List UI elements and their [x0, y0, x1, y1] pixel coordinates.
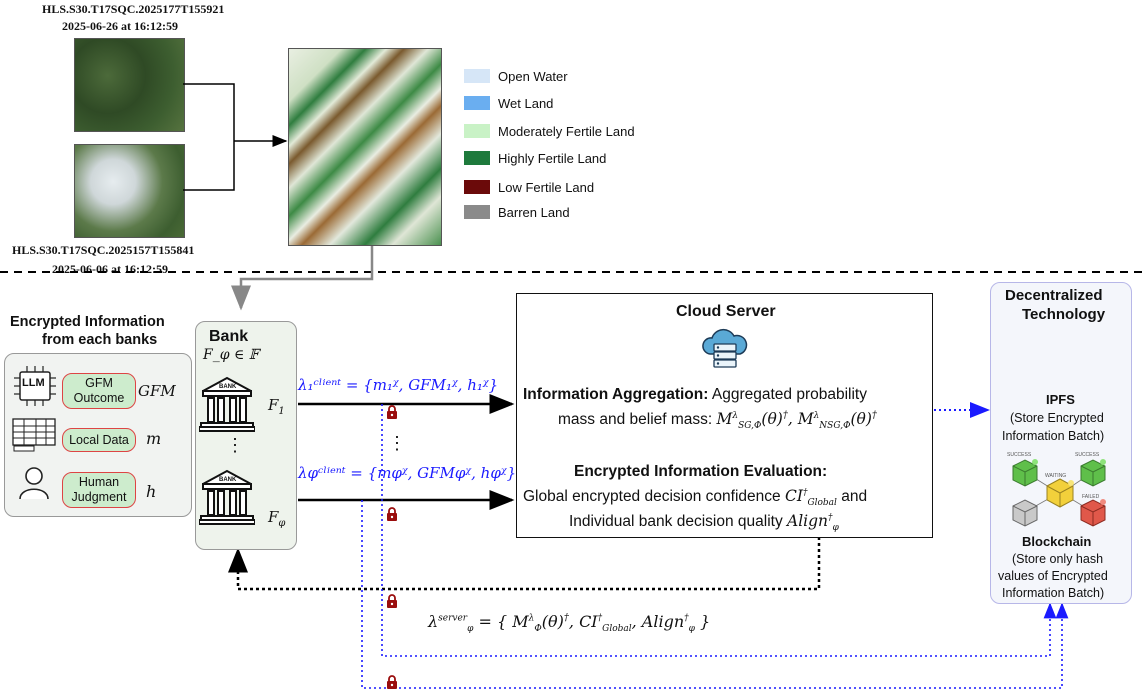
- bank-set-expr: F_φ ∈ 𝔽: [203, 347, 259, 363]
- blockchain-desc-3: Information Batch): [1002, 586, 1105, 600]
- aggregation-line-1: Information Aggregation: Aggregated prob…: [523, 386, 867, 403]
- ipfs-desc-1: (Store Encrypted: [1010, 411, 1104, 425]
- lock-icon: [385, 405, 399, 419]
- waiting-cube: [1046, 478, 1074, 508]
- bottom-image-id: HLS.S30.T17SQC.2025157T155841: [12, 243, 195, 257]
- legend-item-barren: Barren Land: [464, 204, 570, 220]
- gray-cube: [1012, 499, 1038, 527]
- aggregation-math: MλSG,Φ(θ)†, MλNSG,Φ(θ)†: [716, 410, 877, 432]
- gfm-symbol: GFM: [138, 382, 176, 400]
- bank-building-icon-2: [198, 468, 256, 526]
- top-image-connector: [183, 83, 235, 141]
- align-math: Align†φ: [787, 512, 839, 534]
- decentralized-title-1: Decentralized: [1005, 287, 1103, 304]
- lock-icon: [385, 594, 399, 608]
- bank-icon-label-2: BANK: [219, 477, 237, 483]
- blockchain-title: Blockchain: [1022, 534, 1092, 549]
- gfm-outcome-pill: GFM Outcome: [62, 373, 136, 409]
- server-message: λserverφ = { MλΦ(θ)†, CI†Global, Align†φ…: [428, 612, 711, 635]
- chain-label-failed: FAILED: [1082, 494, 1100, 500]
- lock-icon: [385, 675, 399, 689]
- land-classification-map: [288, 48, 442, 246]
- failed-cube: [1080, 499, 1106, 527]
- success-cube-1: [1012, 459, 1038, 487]
- evaluation-title: Encrypted Information Evaluation:: [574, 463, 828, 480]
- client-message-phi: λφᶜˡⁱᵉⁿᵗ = {mφᵡ, GFMφᵡ, hφᵡ}: [298, 464, 517, 482]
- legend-item-moderately-fertile: Moderately Fertile Land: [464, 123, 635, 139]
- bank-vdots: ⋮: [226, 435, 244, 455]
- legend-swatch: [464, 96, 490, 110]
- ipfs-title: IPFS: [1046, 392, 1075, 407]
- legend-swatch: [464, 69, 490, 83]
- aggregation-line-2: mass and belief mass: MλSG,Φ(θ)†, MλNSG,…: [558, 410, 877, 432]
- bank-f1-label: F1: [268, 396, 285, 417]
- bank-building-icon-1: [198, 375, 256, 433]
- bank-fphi-label: Fφ: [268, 508, 286, 529]
- legend-item-open-water: Open Water: [464, 68, 568, 84]
- human-judgment-pill: Human Judgment: [62, 472, 136, 508]
- global-ci-math: CI†Global: [784, 487, 837, 509]
- map-to-bank-arrow: [231, 246, 374, 311]
- cloud-server-icon: [700, 328, 748, 372]
- server-to-bank-arrow: [228, 537, 821, 591]
- blockchain-desc-2: values of Encrypted: [998, 569, 1108, 583]
- blockchain-cubes-icon: [1005, 452, 1115, 532]
- bottom-satellite-image: [74, 144, 185, 238]
- evaluation-line-2: Individual bank decision quality Align†φ: [569, 512, 839, 534]
- bank-icon-label-1: BANK: [219, 384, 237, 390]
- llm-chip-icon: [12, 366, 58, 406]
- ipfs-desc-2: Information Batch): [1002, 429, 1105, 443]
- legend-swatch: [464, 124, 490, 138]
- h-symbol: h: [146, 482, 157, 501]
- chain-label-success-2: SUCCESS: [1075, 452, 1100, 458]
- legend-swatch: [464, 151, 490, 165]
- bottom-image-connector: [183, 141, 235, 191]
- evaluation-line-1: Global encrypted decision confidence CI†…: [523, 487, 868, 509]
- encrypted-panel-title-1: Encrypted Information: [10, 314, 165, 330]
- legend-item-wet-land: Wet Land: [464, 95, 553, 111]
- client-to-blockchain-path-1: [381, 404, 1057, 657]
- client-message-1: λ₁ᶜˡⁱᵉⁿᵗ = {m₁ᵡ, GFM₁ᵡ, h₁ᵡ}: [298, 376, 499, 394]
- bottom-image-date: 2025-06-06 at 16:12:59: [52, 262, 168, 276]
- top-image-id: HLS.S30.T17SQC.2025177T155921: [42, 2, 225, 16]
- client-vdots: ⋮: [388, 433, 406, 453]
- m-symbol: m: [146, 429, 162, 448]
- local-data-table-icon: [12, 418, 56, 452]
- chain-label-success-1: SUCCESS: [1007, 452, 1032, 458]
- decentralized-title-2: Technology: [1022, 306, 1106, 323]
- blockchain-desc-1: (Store only hash: [1012, 552, 1104, 566]
- human-person-icon: [18, 466, 50, 500]
- encrypted-panel-title-2: from each banks: [42, 332, 158, 348]
- top-image-date: 2025-06-26 at 16:12:59: [62, 19, 178, 33]
- client-to-blockchain-path-2: [361, 500, 1069, 689]
- decentralized-panel: [990, 282, 1132, 604]
- legend-item-low-fertile: Low Fertile Land: [464, 179, 594, 195]
- top-satellite-image: [74, 38, 185, 132]
- llm-label: LLM: [22, 377, 45, 389]
- lock-icon: [385, 507, 399, 521]
- legend-swatch: [464, 180, 490, 194]
- bank-title: Bank: [209, 328, 249, 345]
- cloud-server-title: Cloud Server: [676, 303, 776, 320]
- legend-swatch: [464, 205, 490, 219]
- local-data-pill: Local Data: [62, 428, 136, 452]
- legend-item-highly-fertile: Highly Fertile Land: [464, 150, 606, 166]
- chain-label-waiting: WAITING: [1045, 473, 1067, 479]
- success-cube-2: [1080, 459, 1106, 487]
